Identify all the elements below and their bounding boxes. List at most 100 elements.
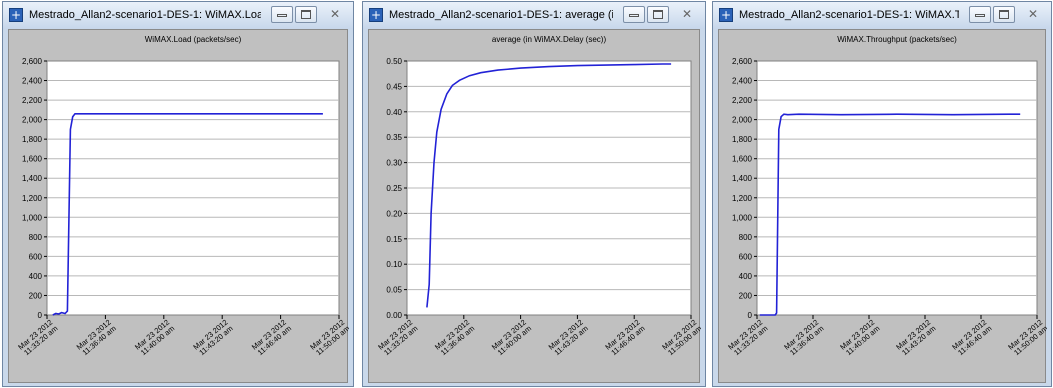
title-bar[interactable]: + Mestrado_Allan2-scenario1-DES-1: WiMAX…	[713, 2, 1051, 29]
y-tick-label: 0.35	[386, 133, 402, 142]
y-tick-label: 2,400	[22, 77, 43, 86]
maximize-icon	[653, 10, 663, 19]
y-tick-label: 0.45	[386, 82, 402, 91]
title-bar[interactable]: + Mestrado_Allan2-scenario1-DES-1: WiMAX…	[3, 2, 353, 29]
maximize-icon	[999, 10, 1009, 19]
minimize-icon	[277, 14, 287, 17]
y-tick-label: 0	[748, 311, 753, 320]
chart-title: average (in WiMAX.Delay (sec))	[492, 35, 607, 44]
close-icon: ✕	[329, 7, 341, 21]
y-tick-label: 800	[739, 233, 753, 242]
y-tick-label: 1,600	[732, 155, 753, 164]
chart-title: WiMAX.Load (packets/sec)	[145, 35, 242, 44]
y-tick-label: 0.20	[386, 209, 402, 218]
y-tick-label: 0.05	[386, 286, 402, 295]
line-chart: WiMAX.Load (packets/sec) 0 200 400 600 800 1,0…	[16, 35, 349, 357]
y-tick-label: 600	[29, 252, 43, 261]
title-bar[interactable]: + Mestrado_Allan2-scenario1-DES-1: avera…	[363, 2, 705, 29]
y-tick-label: 600	[739, 252, 753, 261]
minimize-button[interactable]	[969, 6, 991, 23]
minimize-button[interactable]	[623, 6, 645, 23]
y-tick-label: 1,200	[22, 194, 43, 203]
chart-panel: WiMAX.Load (packets/sec) 0 200 400 600 800 1,0…	[8, 29, 349, 383]
maximize-button[interactable]	[993, 6, 1015, 23]
app-icon: +	[369, 8, 383, 22]
window-title: Mestrado_Allan2-scenario1-DES-1: WiMAX.L…	[29, 9, 261, 21]
y-tick-label: 2,000	[22, 116, 43, 125]
close-button[interactable]: ✕	[321, 6, 349, 23]
y-tick-label: 2,400	[732, 77, 753, 86]
close-button[interactable]: ✕	[673, 6, 701, 23]
y-tick-label: 200	[29, 291, 43, 300]
y-tick-label: 200	[739, 291, 753, 300]
y-tick-label: 0	[38, 311, 43, 320]
line-chart: average (in WiMAX.Delay (sec)) 0.00 0.05 0.…	[376, 35, 701, 357]
plot-area	[46, 60, 340, 316]
close-button[interactable]: ✕	[1019, 6, 1047, 23]
chart-window-throughput[interactable]: + Mestrado_Allan2-scenario1-DES-1: WiMAX…	[712, 1, 1052, 387]
y-tick-label: 2,000	[732, 116, 753, 125]
y-tick-label: 0.10	[386, 260, 402, 269]
y-tick-label: 400	[29, 272, 43, 281]
y-tick-label: 2,200	[22, 96, 43, 105]
close-icon: ✕	[681, 7, 693, 21]
y-tick-label: 0.30	[386, 159, 402, 168]
y-tick-label: 1,600	[22, 155, 43, 164]
y-tick-label: 1,400	[22, 174, 43, 183]
maximize-button[interactable]	[647, 6, 669, 23]
window-title: Mestrado_Allan2-scenario1-DES-1: average…	[389, 9, 613, 21]
y-tick-label: 1,000	[22, 213, 43, 222]
chart-panel: average (in WiMAX.Delay (sec)) 0.00 0.05 0.…	[368, 29, 701, 383]
y-tick-label: 1,000	[732, 213, 753, 222]
y-tick-label: 2,600	[732, 57, 753, 66]
y-tick-label: 0.50	[386, 57, 402, 66]
close-icon: ✕	[1027, 7, 1039, 21]
y-tick-label: 2,200	[732, 96, 753, 105]
window-title: Mestrado_Allan2-scenario1-DES-1: WiMAX.T…	[739, 9, 959, 21]
y-tick-label: 0.25	[386, 184, 402, 193]
minimize-icon	[975, 14, 985, 17]
app-icon: +	[719, 8, 733, 22]
line-chart: WiMAX.Throughput (packets/sec) 0 200 400 600…	[726, 35, 1047, 357]
y-tick-label: 1,800	[732, 135, 753, 144]
plot-area	[756, 60, 1038, 316]
y-tick-label: 0.15	[386, 235, 402, 244]
minimize-icon	[629, 14, 639, 17]
chart-window-delay[interactable]: + Mestrado_Allan2-scenario1-DES-1: avera…	[362, 1, 706, 387]
maximize-button[interactable]	[295, 6, 317, 23]
chart-window-load[interactable]: + Mestrado_Allan2-scenario1-DES-1: WiMAX…	[2, 1, 354, 387]
minimize-button[interactable]	[271, 6, 293, 23]
y-tick-label: 0.00	[386, 311, 402, 320]
y-tick-label: 800	[29, 233, 43, 242]
chart-title: WiMAX.Throughput (packets/sec)	[837, 35, 957, 44]
maximize-icon	[301, 10, 311, 19]
series-line	[759, 113, 1021, 316]
app-icon: +	[9, 8, 23, 22]
chart-panel: WiMAX.Throughput (packets/sec) 0 200 400 600…	[718, 29, 1047, 383]
y-tick-label: 1,400	[732, 174, 753, 183]
series-line	[52, 113, 323, 316]
y-tick-label: 1,200	[732, 194, 753, 203]
y-tick-label: 1,800	[22, 135, 43, 144]
y-tick-label: 400	[739, 272, 753, 281]
series-line	[426, 63, 672, 308]
y-tick-label: 2,600	[22, 57, 43, 66]
